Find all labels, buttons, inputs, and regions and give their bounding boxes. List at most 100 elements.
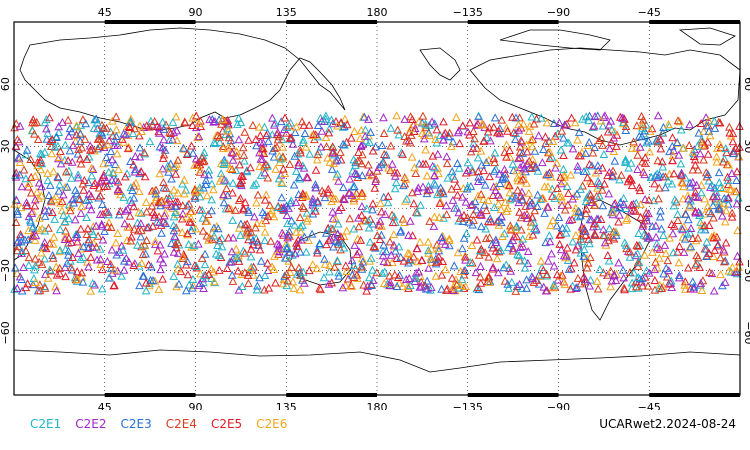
occultation-marker: [495, 178, 505, 188]
occultation-marker: [165, 135, 174, 145]
occultation-marker: [168, 117, 178, 126]
occultation-marker: [135, 281, 144, 290]
occultation-marker: [664, 120, 673, 129]
occultation-marker: [522, 159, 532, 168]
occultation-marker: [518, 234, 528, 243]
occultation-marker: [253, 237, 263, 246]
occultation-marker: [471, 205, 481, 214]
occultation-marker: [219, 190, 228, 199]
occultation-marker: [651, 232, 661, 241]
occultation-marker: [631, 277, 641, 286]
occultation-marker: [574, 206, 583, 215]
occultation-marker: [729, 149, 738, 158]
occultation-marker: [72, 229, 82, 239]
occultation-marker: [17, 246, 27, 255]
occultation-marker: [657, 157, 667, 166]
occultation-marker: [686, 242, 696, 251]
occultation-marker: [516, 136, 526, 145]
occultation-marker: [251, 134, 261, 143]
occultation-marker: [104, 167, 114, 176]
occultation-marker: [502, 152, 511, 161]
occultation-marker: [202, 191, 212, 200]
occultation-marker: [191, 224, 201, 233]
occultation-marker: [40, 254, 50, 263]
occultation-marker: [456, 280, 465, 289]
occultation-marker: [302, 172, 312, 181]
occultation-marker: [204, 235, 213, 244]
occultation-marker: [323, 153, 332, 162]
occultation-marker: [605, 144, 615, 153]
occultation-marker: [276, 154, 286, 163]
occultation-marker: [657, 283, 667, 292]
occultation-marker: [658, 162, 668, 171]
occultation-marker: [727, 212, 737, 221]
occultation-marker: [191, 111, 201, 120]
occultation-marker: [414, 117, 424, 126]
occultation-marker: [86, 191, 96, 200]
occultation-marker: [377, 207, 386, 216]
occultation-marker: [197, 253, 207, 262]
occultation-marker: [295, 247, 305, 256]
occultation-marker: [721, 194, 731, 203]
bottom-lon-label: 90: [189, 401, 203, 410]
legend-item: C2E3: [120, 417, 152, 431]
occultation-marker: [732, 167, 742, 176]
occultation-marker: [76, 224, 86, 233]
occultation-marker: [458, 244, 467, 253]
occultation-marker: [53, 172, 63, 181]
occultation-marker: [689, 284, 699, 293]
occultation-marker: [710, 123, 720, 132]
occultation-marker: [88, 164, 98, 173]
occultation-marker: [598, 121, 608, 130]
occultation-marker: [174, 279, 184, 288]
occultation-marker: [683, 215, 693, 224]
occultation-marker: [459, 233, 469, 242]
occultation-marker: [488, 264, 498, 273]
occultation-marker: [326, 223, 336, 233]
occultation-marker: [169, 247, 179, 256]
occultation-marker: [640, 250, 650, 259]
occultation-marker: [618, 265, 628, 274]
occultation-marker: [84, 189, 94, 198]
occultation-marker: [324, 124, 334, 133]
top-lon-label: 90: [189, 6, 203, 19]
occultation-marker: [416, 281, 426, 290]
occultation-marker: [47, 134, 57, 144]
occultation-marker: [560, 280, 570, 289]
occultation-marker: [493, 190, 503, 199]
occultation-marker: [288, 277, 298, 286]
occultation-marker: [221, 204, 231, 213]
occultation-marker: [198, 226, 208, 235]
bottom-lon-label: 45: [98, 401, 112, 410]
occultation-marker: [341, 261, 351, 270]
legend-item: C2E4: [165, 417, 197, 431]
occultation-marker: [95, 191, 105, 200]
occultation-marker: [674, 150, 684, 159]
occultation-marker: [171, 197, 181, 206]
occultation-marker: [244, 207, 254, 216]
occultation-marker: [95, 177, 105, 186]
occultation-marker: [179, 189, 189, 198]
occultation-marker: [279, 203, 289, 212]
occultation-marker: [363, 216, 373, 225]
occultation-marker: [328, 224, 338, 233]
occultation-marker: [631, 282, 641, 291]
occultation-marker: [715, 139, 725, 149]
occultation-marker: [718, 183, 728, 193]
occultation-marker: [551, 163, 560, 172]
occultation-marker: [546, 172, 556, 181]
occultation-marker: [549, 280, 559, 289]
occultation-marker: [224, 203, 234, 212]
occultation-marker: [263, 258, 272, 267]
occultation-marker: [583, 258, 593, 267]
occultation-marker: [436, 183, 445, 192]
occultation-marker: [506, 224, 516, 233]
occultation-marker: [580, 226, 590, 235]
occultation-marker: [300, 232, 309, 241]
occultation-marker: [264, 136, 273, 145]
occultation-marker: [514, 120, 523, 129]
occultation-marker: [712, 196, 721, 205]
occultation-marker: [97, 284, 107, 293]
occultation-marker: [328, 148, 338, 157]
occultation-marker: [37, 191, 46, 200]
